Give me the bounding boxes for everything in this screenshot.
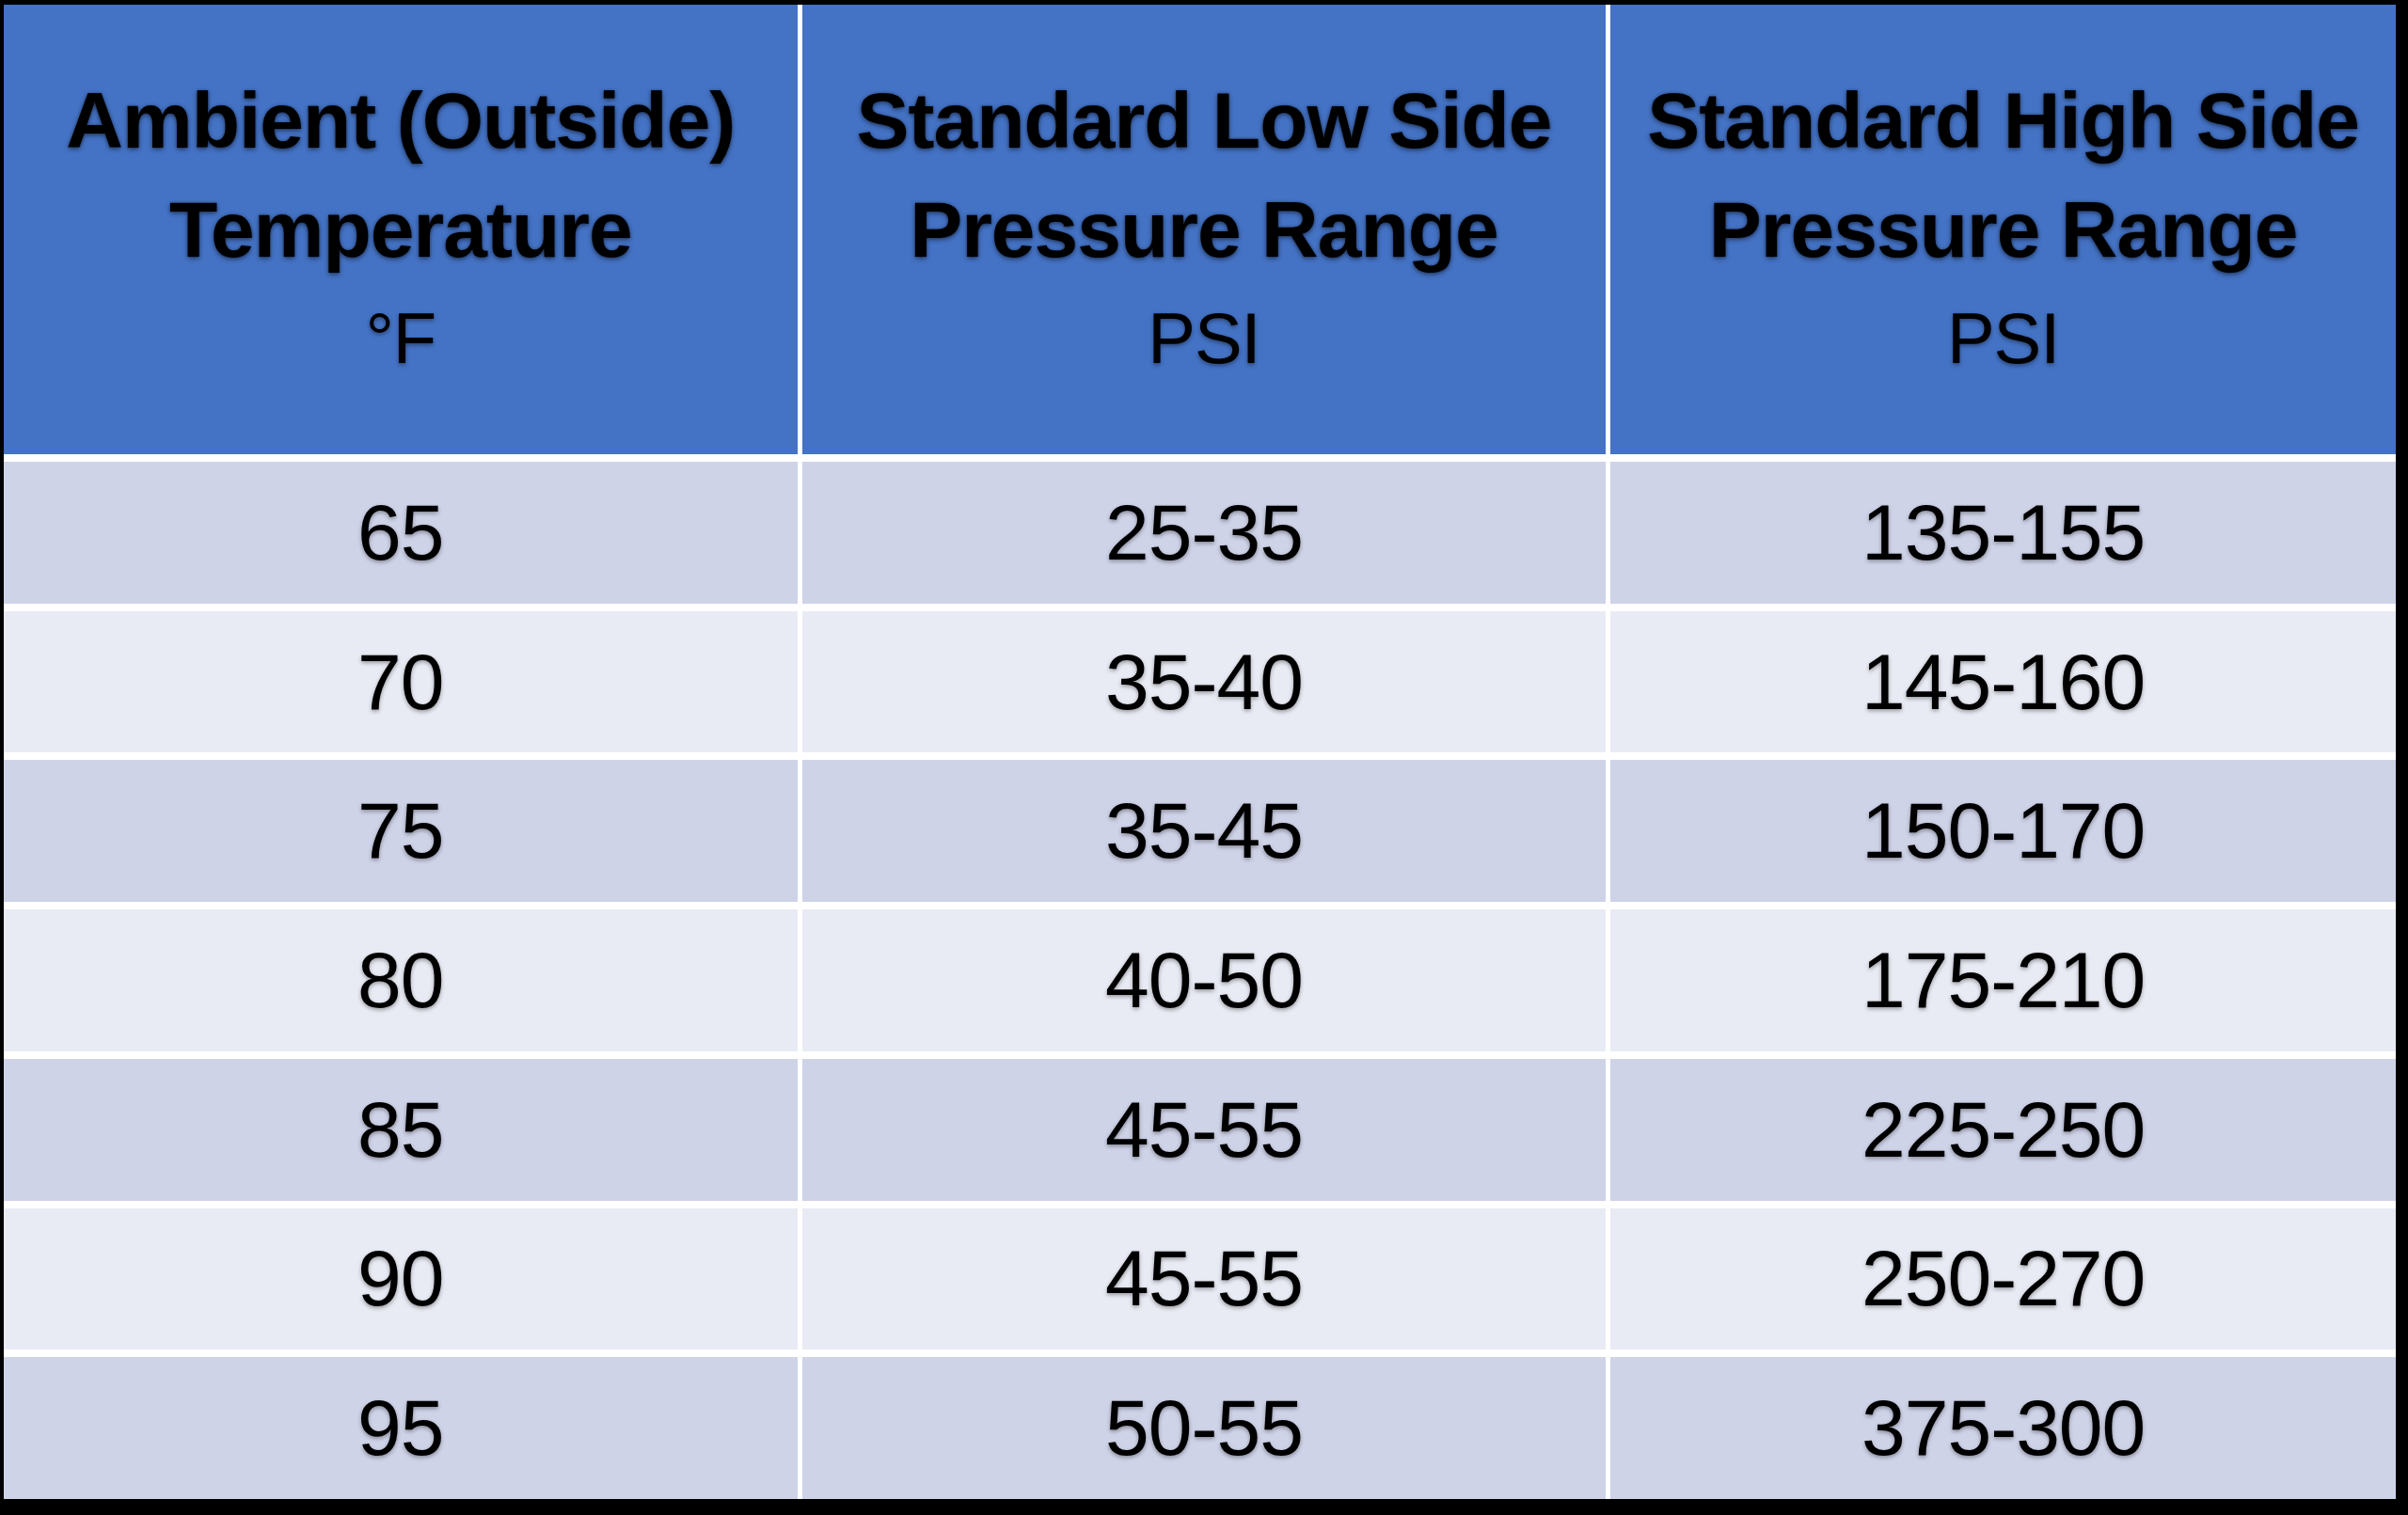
header-unit-label: °F (365, 284, 436, 393)
cell-temp-75: 75 (4, 760, 798, 902)
header-title-line: Standard High Side (1647, 66, 2359, 175)
header-unit-label: PSI (1148, 284, 1260, 393)
cell-high-85: 225-250 (1610, 1059, 2396, 1201)
cell-high-80: 175-210 (1610, 909, 2396, 1051)
cell-low-85: 45-55 (802, 1059, 1607, 1201)
cell-high-90: 250-270 (1610, 1208, 2396, 1350)
cell-high-95: 375-300 (1610, 1357, 2396, 1499)
header-unit-label: PSI (1947, 284, 2060, 393)
cell-temp-90: 90 (4, 1208, 798, 1350)
header-cell-high-side-pressure: Standard High Side Pressure Range PSI (1610, 5, 2396, 454)
pressure-table: Ambient (Outside) Temperature °F Standar… (4, 5, 2396, 1499)
cell-low-95: 50-55 (802, 1357, 1607, 1499)
header-title-line: Temperature (169, 175, 632, 284)
header-title-line: Pressure Range (1709, 175, 2298, 284)
cell-temp-95: 95 (4, 1357, 798, 1499)
cell-temp-80: 80 (4, 909, 798, 1051)
cell-low-75: 35-45 (802, 760, 1607, 902)
header-cell-low-side-pressure: Standard Low Side Pressure Range PSI (802, 5, 1607, 454)
cell-high-65: 135-155 (1610, 462, 2396, 604)
cell-low-90: 45-55 (802, 1208, 1607, 1350)
header-title-line: Pressure Range (910, 175, 1498, 284)
cell-low-70: 35-40 (802, 611, 1607, 753)
header-title-line: Standard Low Side (856, 66, 1551, 175)
cell-temp-65: 65 (4, 462, 798, 604)
cell-high-75: 150-170 (1610, 760, 2396, 902)
header-title-line: Ambient (Outside) (66, 66, 735, 175)
cell-low-80: 40-50 (802, 909, 1607, 1051)
cell-temp-85: 85 (4, 1059, 798, 1201)
cell-high-70: 145-160 (1610, 611, 2396, 753)
cell-temp-70: 70 (4, 611, 798, 753)
cell-low-65: 25-35 (802, 462, 1607, 604)
header-cell-ambient-temperature: Ambient (Outside) Temperature °F (4, 5, 798, 454)
